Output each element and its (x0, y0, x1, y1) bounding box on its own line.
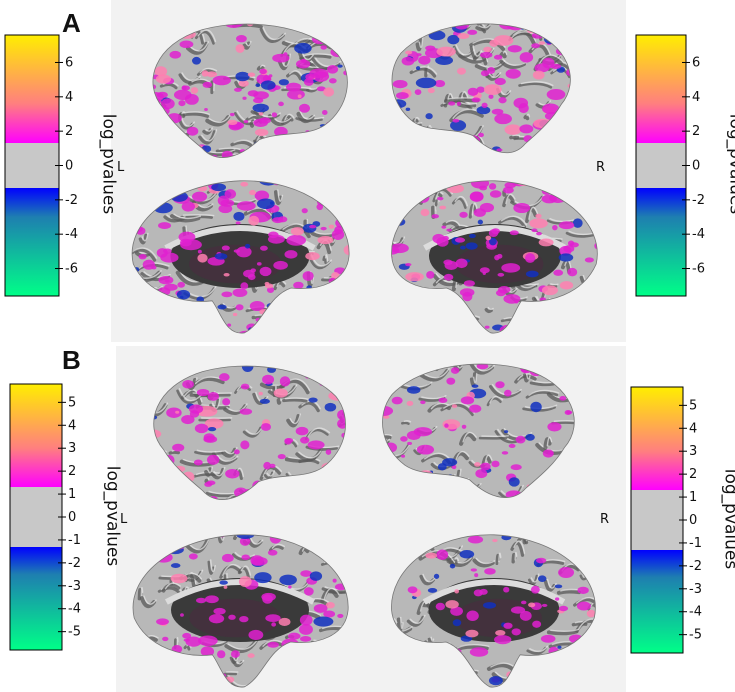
colorbar-tick-label: -5 (68, 625, 81, 640)
colorbar-tick-label: -2 (689, 559, 702, 574)
panel-a-left-label: L (117, 160, 125, 175)
panel-b-brain-left-lateral (153, 365, 346, 500)
colorbar-tick-label: -1 (68, 533, 81, 548)
panel-a-brain-right-medial (391, 180, 598, 334)
panel-b-letter: B (62, 345, 81, 375)
panel-b-left-label: L (120, 512, 128, 527)
colorbar-tick-label: 1 (689, 490, 697, 505)
colorbar-tick-label: -3 (68, 579, 81, 594)
panel-a-brain-left-medial (131, 180, 350, 334)
colorbar-tick-label: -4 (65, 227, 78, 242)
panel-a-colorbar-right-title: log_pvalues (725, 113, 735, 215)
colorbar-tick-label: 4 (65, 90, 73, 105)
panel-a-colorbar-right: 6 4 2 0 -2 -4 -6 (635, 34, 705, 297)
panel-a-letter: A (62, 8, 81, 38)
colorbar-tick-label: 0 (65, 159, 73, 174)
colorbar-tick-label: 1 (68, 487, 76, 502)
colorbar-tick-label: 3 (689, 444, 697, 459)
colorbar-tick-label: 2 (65, 124, 73, 139)
panel-a-brain-right-lateral (391, 23, 571, 154)
colorbar-tick-label: 4 (692, 90, 700, 105)
panel-b-colorbar-right: 5 4 3 2 1 0 -1 -2 -3 -4 -5 (630, 386, 702, 654)
panel-b-brain-right-lateral (382, 363, 575, 498)
colorbar-tick-label: -3 (689, 582, 702, 597)
colorbar-tick-label: -4 (689, 605, 702, 620)
colorbar-tick-label: 0 (68, 510, 76, 525)
panel-b-colorbar-left: 5 4 3 2 1 0 -1 -2 -3 -4 -5 (9, 383, 81, 651)
colorbar-tick-label: 2 (692, 124, 700, 139)
colorbar-tick-label: 6 (692, 55, 700, 70)
colorbar-tick-label: -4 (68, 602, 81, 617)
panel-a-colorbar-left: 6 4 2 0 -2 -4 -6 (4, 34, 78, 297)
colorbar-tick-label: 2 (689, 467, 697, 482)
panel-a-colorbar-left-title: log_pvalues (98, 113, 119, 215)
colorbar-tick-label: -6 (692, 262, 705, 277)
colorbar-tick-label: 4 (689, 421, 697, 436)
panel-a-brain-left-lateral (152, 23, 348, 158)
colorbar-tick-label: -6 (65, 262, 78, 277)
panel-b-brain-right-medial (391, 534, 596, 688)
colorbar-tick-label: 3 (68, 441, 76, 456)
panel-b-right-label: R (600, 512, 610, 527)
panel-b-colorbar-right-title: log_pvalues (720, 468, 735, 570)
colorbar-tick-label: -2 (65, 193, 78, 208)
colorbar-tick-label: 4 (68, 418, 76, 433)
colorbar-tick-label: 0 (692, 159, 700, 174)
colorbar-tick-label: 5 (68, 395, 76, 410)
colorbar-tick-label: 0 (689, 513, 697, 528)
colorbar-tick-label: -2 (68, 556, 81, 571)
panel-a-right-label: R (596, 160, 606, 175)
colorbar-tick-label: -1 (689, 536, 702, 551)
panel-b-colorbar-left-title: log_pvalues (102, 465, 123, 567)
colorbar-tick-label: -4 (692, 227, 705, 242)
colorbar-tick-label: 5 (689, 398, 697, 413)
panel-b-brain-left-medial (132, 534, 349, 688)
colorbar-tick-label: -5 (689, 628, 702, 643)
colorbar-tick-label: 2 (68, 464, 76, 479)
colorbar-tick-label: -2 (692, 193, 705, 208)
colorbar-tick-label: 6 (65, 55, 73, 70)
